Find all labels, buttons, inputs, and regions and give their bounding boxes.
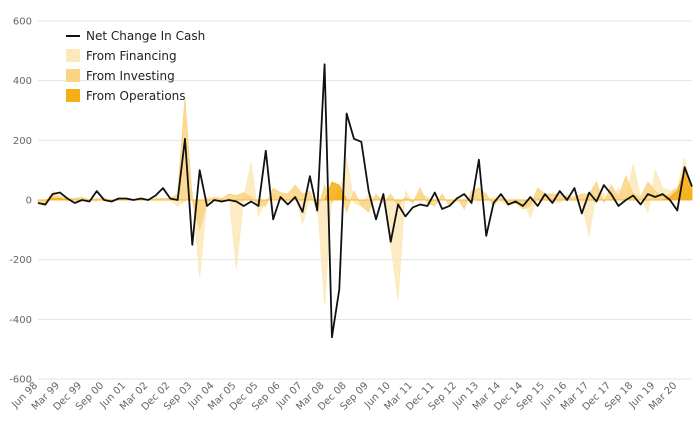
y-tick-label: 0	[26, 196, 32, 207]
series-areas	[37, 98, 693, 305]
y-tick-label: -600	[9, 375, 32, 386]
legend: Net Change In Cash From Financing From Inv…	[66, 29, 205, 103]
y-tick-label: 200	[13, 136, 32, 147]
legend-label: From Operations	[86, 89, 186, 103]
legend-label: From Investing	[86, 69, 175, 83]
legend-swatch	[66, 69, 80, 82]
y-tick-label: 600	[13, 17, 32, 28]
net-change-line-group	[37, 63, 693, 339]
y-tick-label: -200	[9, 255, 32, 266]
legend-swatch	[66, 89, 80, 102]
y-tick-label: 400	[13, 76, 32, 87]
y-tick-label: -400	[9, 315, 32, 326]
line-net-change-in-cash	[37, 63, 693, 339]
legend-label: Net Change In Cash	[86, 29, 205, 43]
y-axis-ticks: 600 400 200 0 -200 -400 -600	[9, 17, 32, 386]
legend-label: From Financing	[86, 49, 177, 63]
legend-swatch	[66, 49, 80, 62]
area-from-financing	[37, 158, 693, 305]
